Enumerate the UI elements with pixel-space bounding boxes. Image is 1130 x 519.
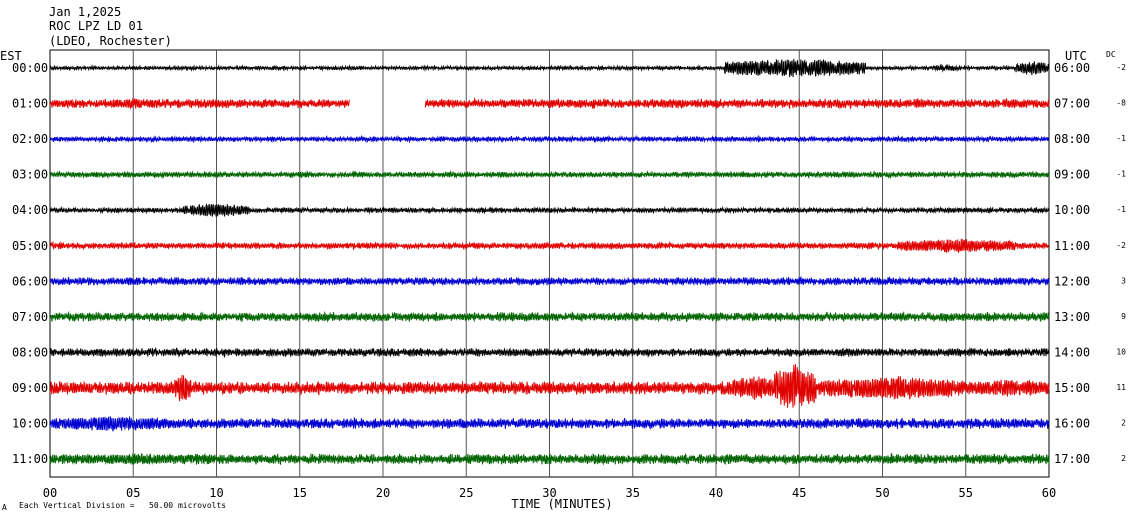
row-dc-value: 2 [1121,454,1126,463]
row-label-utc: 13:00 [1054,310,1090,324]
trace-row [49,364,1050,408]
row-label-est: 08:00 [12,345,48,359]
x-axis-label: TIME (MINUTES) [511,497,612,511]
trace-row [49,310,1050,323]
row-label-utc: 17:00 [1054,452,1090,466]
row-dc-value: 9 [1121,312,1126,321]
row-label-utc: 15:00 [1054,381,1090,395]
row-label-est: 03:00 [12,168,48,182]
trace-row [49,97,1050,110]
dc-label: DC [1106,50,1116,59]
footer-note: Each Vertical Division = 50.00 microvolt… [19,501,226,510]
x-tick-label: 25 [459,486,473,500]
footer-mark: A [2,503,7,512]
right-timezone-label: UTC [1065,49,1087,63]
row-dc-value: -1 [1116,205,1126,214]
row-dc-value: -2 [1116,63,1126,72]
row-label-utc: 10:00 [1054,203,1090,217]
row-dc-value: -1 [1116,134,1126,143]
row-dc-value: -8 [1116,99,1126,108]
row-label-utc: 08:00 [1054,132,1090,146]
row-dc-value: 11 [1116,383,1126,392]
trace-row [49,238,1050,254]
row-dc-value: -1 [1116,170,1126,179]
grid-lines [132,50,967,477]
x-tick-label: 10 [209,486,223,500]
x-axis-ticks: 00 05 10 15 20 25 30 35 40 45 50 55 60 [43,486,1056,500]
x-tick-label: 00 [43,486,57,500]
row-labels: 00:00 06:00 -2 01:00 07:00 -8 02:00 08:00 -1 03:0… [12,61,1126,466]
trace-row [49,346,1050,359]
x-tick-label: 20 [376,486,390,500]
trace-row [49,452,1050,466]
row-dc-value: 10 [1116,347,1126,356]
header-date: Jan 1,2025 [49,5,121,19]
trace-row [49,416,1050,432]
row-dc-value: 2 [1121,419,1126,428]
x-tick-label: 55 [959,486,973,500]
x-tick-label: 15 [293,486,307,500]
x-tick-label: 05 [126,486,140,500]
row-label-est: 05:00 [12,239,48,253]
row-label-utc: 07:00 [1054,97,1090,111]
row-label-est: 11:00 [12,452,48,466]
x-tick-label: 30 [542,486,556,500]
row-label-utc: 14:00 [1054,345,1090,359]
trace-row [49,134,1050,144]
row-label-utc: 09:00 [1054,168,1090,182]
left-timezone-label: EST [0,49,22,63]
header-station: ROC LPZ LD 01 [49,19,143,33]
row-dc-value: 3 [1121,276,1126,285]
x-tick-label: 45 [792,486,806,500]
row-label-est: 02:00 [12,132,48,146]
seismogram-traces [49,58,1050,466]
row-dc-value: -2 [1116,241,1126,250]
row-label-est: 01:00 [12,97,48,111]
trace-row [49,170,1050,180]
row-label-est: 09:00 [12,381,48,395]
trace-row [49,275,1050,287]
row-label-est: 00:00 [12,61,48,75]
row-label-est: 06:00 [12,274,48,288]
trace-row [49,203,1050,217]
trace-row [49,58,1050,78]
row-label-est: 07:00 [12,310,48,324]
x-tick-label: 60 [1042,486,1056,500]
x-tick-label: 50 [875,486,889,500]
header-network: (LDEO, Rochester) [49,34,172,48]
row-label-utc: 12:00 [1054,274,1090,288]
row-label-utc: 16:00 [1054,417,1090,431]
row-label-utc: 06:00 [1054,61,1090,75]
row-label-utc: 11:00 [1054,239,1090,253]
x-tick-label: 35 [626,486,640,500]
row-label-est: 10:00 [12,417,48,431]
row-label-est: 04:00 [12,203,48,217]
x-tick-label: 40 [709,486,723,500]
